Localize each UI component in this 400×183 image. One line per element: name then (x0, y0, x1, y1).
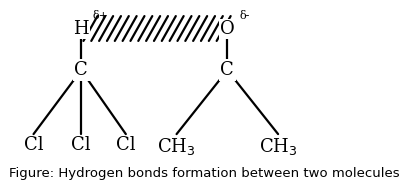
Text: δ-: δ- (239, 11, 250, 21)
Text: Figure: Hydrogen bonds formation between two molecules: Figure: Hydrogen bonds formation between… (9, 167, 400, 180)
Text: Cl: Cl (24, 136, 43, 154)
Text: C: C (220, 61, 234, 79)
Text: Cl: Cl (116, 136, 136, 154)
Text: δ+: δ+ (93, 11, 109, 21)
Text: CH$_3$: CH$_3$ (259, 136, 297, 157)
Text: O: O (220, 20, 235, 38)
Text: CH$_3$: CH$_3$ (157, 136, 196, 157)
Text: C: C (74, 61, 88, 79)
Text: H: H (74, 20, 89, 38)
Text: Cl: Cl (72, 136, 91, 154)
